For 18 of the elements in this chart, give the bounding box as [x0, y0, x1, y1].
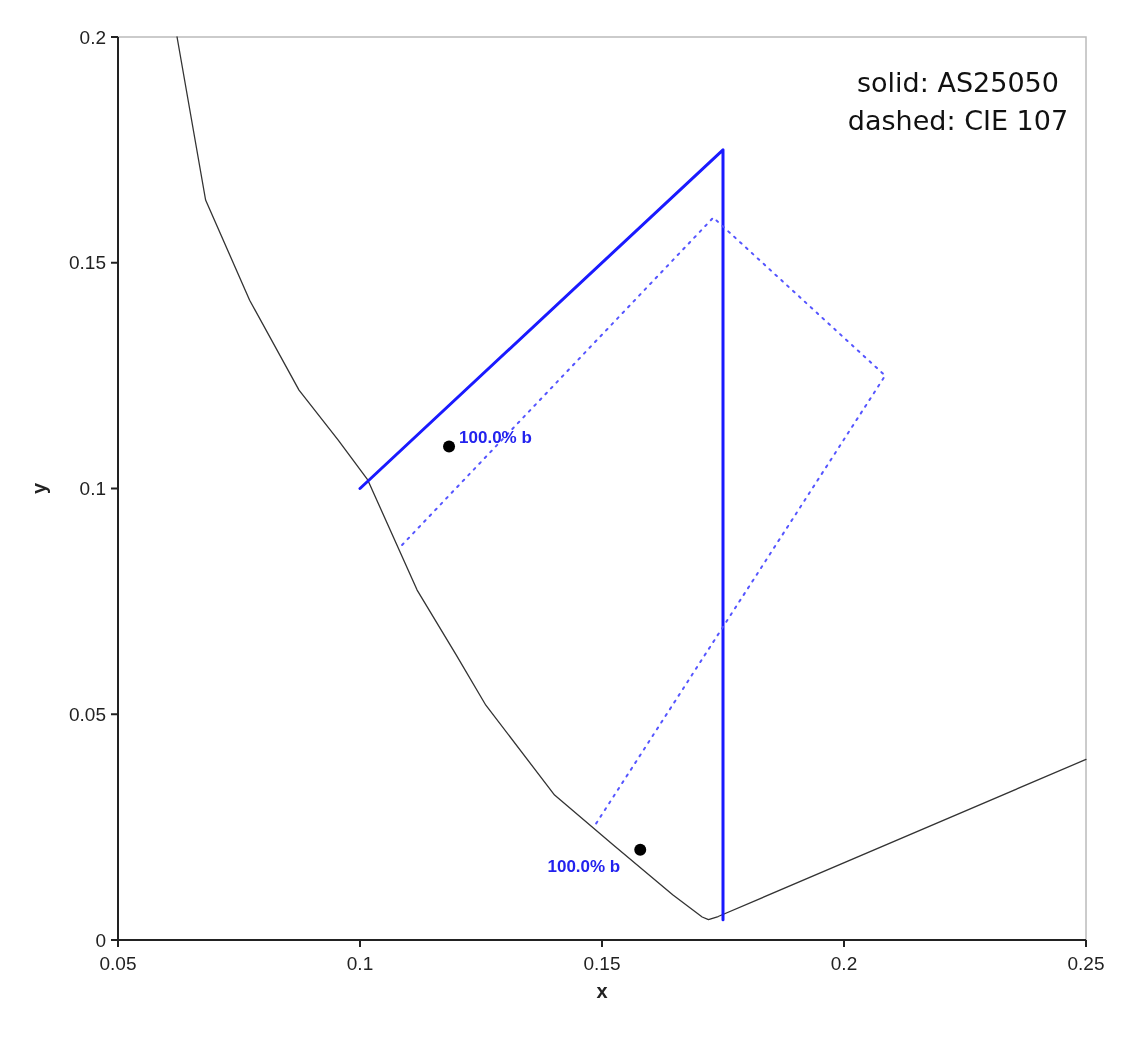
x-tick-label: 0.25 [1067, 953, 1105, 974]
line-series [176, 36, 1087, 921]
y-tick-label: 0.1 [79, 478, 106, 500]
y-tick-label: 0 [95, 929, 106, 951]
annotation: 100.0% b [459, 427, 532, 447]
y-tick-label: 0.2 [79, 26, 106, 48]
x-tick-label: 0.2 [830, 953, 858, 974]
y-tick-label: 0.05 [69, 703, 106, 725]
annotation: solid: AS25050 [857, 67, 1059, 98]
y-axis-title: y [28, 482, 50, 495]
annotation: dashed: CIE 107 [847, 105, 1069, 136]
annotation: 100.0% b [547, 856, 621, 876]
x-tick-label: 0.05 [99, 953, 137, 974]
x-tick-label: 0.1 [346, 953, 374, 974]
x-tick-label: 0.15 [583, 953, 621, 974]
x-axis-title: x [596, 980, 608, 1002]
line-series [401, 216, 887, 826]
y-tick-label: 0.15 [69, 252, 106, 274]
